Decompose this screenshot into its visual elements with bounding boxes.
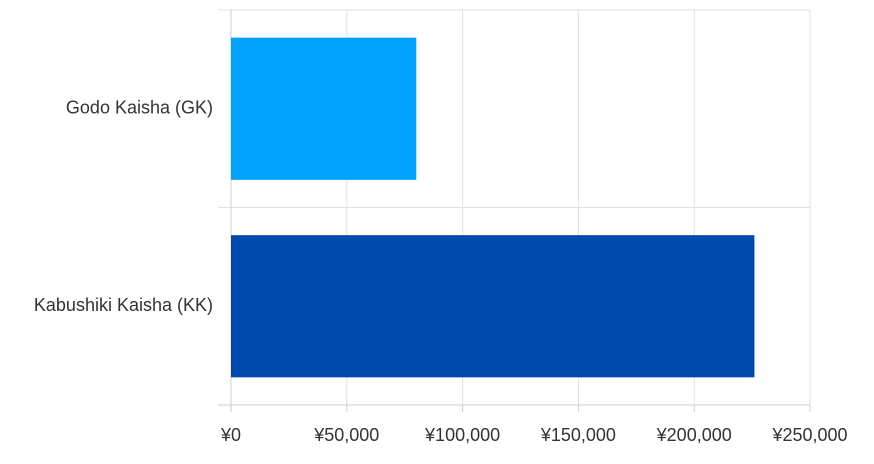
y-tick-label: Godo Kaisha (GK) [66, 98, 213, 118]
x-tick-label: ¥50,000 [313, 425, 379, 445]
x-tick-label: ¥0 [220, 425, 241, 445]
x-tick-label: ¥150,000 [540, 425, 616, 445]
x-tick-label: ¥100,000 [424, 425, 500, 445]
bar [231, 235, 755, 378]
x-tick-label: ¥250,000 [771, 425, 847, 445]
x-tick-label: ¥200,000 [656, 425, 732, 445]
y-tick-label: Kabushiki Kaisha (KK) [34, 295, 213, 315]
bar [231, 37, 417, 180]
